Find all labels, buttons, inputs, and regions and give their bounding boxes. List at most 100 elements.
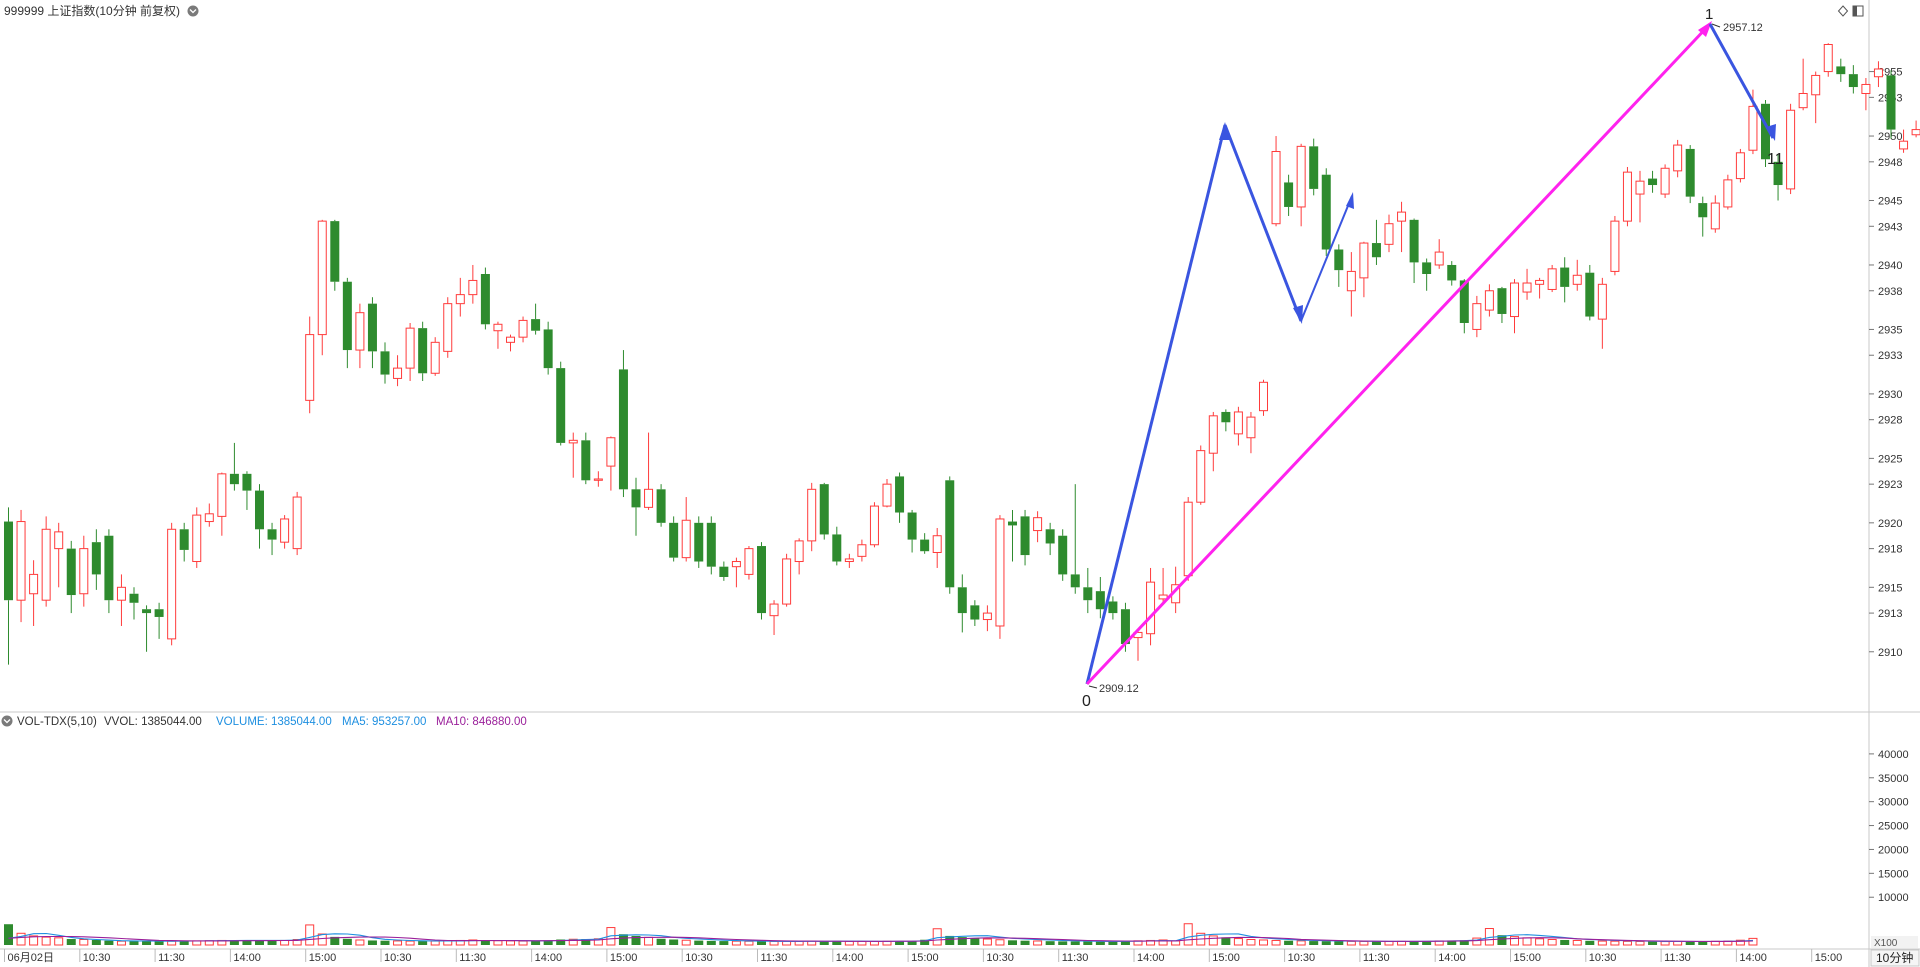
candle-body <box>305 334 315 401</box>
low-price-label: 2909.12 <box>1099 683 1139 695</box>
chevron-down-icon[interactable] <box>187 5 199 17</box>
wave-line-up[interactable] <box>1085 124 1227 685</box>
candle <box>1058 529 1068 581</box>
candle <box>1108 596 1118 620</box>
wave-drawings[interactable] <box>1085 21 1776 689</box>
volume-unit: X100 <box>1874 938 1898 949</box>
candle-body <box>204 513 214 523</box>
candle-body <box>1397 211 1407 222</box>
candle-body <box>1635 180 1645 195</box>
candle <box>1899 129 1909 153</box>
candle <box>644 432 654 510</box>
volume-bar <box>54 937 64 946</box>
candle-body <box>267 529 277 540</box>
candle-body <box>1786 109 1796 190</box>
window-icon[interactable] <box>1852 5 1864 17</box>
volume-bar <box>1083 941 1093 945</box>
candle-body <box>656 489 666 523</box>
candle-body <box>1422 262 1432 274</box>
wave-line-final[interactable] <box>1708 23 1775 139</box>
volume-bar <box>1572 939 1582 946</box>
candle-body <box>405 327 415 369</box>
candle <box>79 535 89 607</box>
candle <box>41 516 51 607</box>
candle <box>1146 567 1156 646</box>
candle-body <box>1522 282 1532 293</box>
candle-body <box>1146 581 1156 635</box>
candle-body <box>493 323 503 332</box>
volume-bar <box>1158 939 1168 946</box>
volume-bar <box>1459 940 1469 945</box>
time-tick-label: 10:30 <box>685 952 713 964</box>
volume-bar <box>317 933 327 946</box>
volume-bar <box>669 939 679 945</box>
candle <box>129 587 139 620</box>
volume-bar <box>104 940 114 945</box>
candle <box>1095 576 1105 619</box>
candle-body <box>1798 92 1808 109</box>
wave-line-trend[interactable] <box>1085 22 1712 686</box>
price-tick-label: 2923 <box>1878 479 1902 491</box>
wave-line-rebound[interactable] <box>1300 195 1353 322</box>
indicator-line: VOL-TDX(5,10) VVOL: 1385044.00 VOLUME: 1… <box>17 716 527 728</box>
period-box[interactable] <box>1870 949 1920 967</box>
candle <box>1070 484 1080 594</box>
period-label[interactable]: 10分钟 <box>1876 950 1913 965</box>
candle-body <box>1233 411 1243 435</box>
candle <box>506 334 515 352</box>
candle <box>543 321 553 375</box>
diamond-icon[interactable] <box>1837 5 1849 17</box>
candle-body <box>1497 288 1507 314</box>
volume-bar <box>1748 937 1758 946</box>
candle-body <box>4 521 13 601</box>
volume-bar <box>1045 941 1055 945</box>
volume-bar <box>229 940 239 945</box>
candle <box>1873 61 1883 88</box>
candle <box>957 574 967 633</box>
candle-body <box>29 573 39 595</box>
volume-bar <box>1735 939 1745 946</box>
price-tick-label: 2943 <box>1878 221 1902 233</box>
volume-bar <box>832 941 842 945</box>
wave-line-down[interactable] <box>1223 124 1303 322</box>
candle-body <box>1585 272 1595 317</box>
candle <box>393 355 403 387</box>
candle-body <box>393 367 403 379</box>
candle-body <box>1259 381 1268 412</box>
candle <box>1246 411 1256 454</box>
volume-bar <box>694 940 704 945</box>
volume-bar <box>1622 940 1632 946</box>
time-tick-label: 10:30 <box>986 952 1014 964</box>
candle <box>418 321 428 382</box>
candle <box>844 553 854 568</box>
candle <box>669 516 679 562</box>
candle-body <box>1710 202 1720 230</box>
time-tick-label: 14:00 <box>1137 952 1165 964</box>
candle <box>819 482 829 540</box>
candle-body <box>1434 251 1444 266</box>
candle-body <box>1873 68 1883 78</box>
volume-bar <box>1120 941 1130 945</box>
time-tick-label: 14:00 <box>836 952 864 964</box>
volume-bar <box>305 924 315 946</box>
candle <box>1911 120 1920 138</box>
volume-bar <box>367 940 377 945</box>
volume-bar <box>543 940 553 945</box>
price-tick-label: 2910 <box>1878 647 1902 659</box>
candle-body <box>1823 43 1833 73</box>
candle <box>1033 511 1043 543</box>
candle <box>342 277 352 369</box>
volume-tick-label: 40000 <box>1878 749 1909 761</box>
volume-bar <box>581 939 591 945</box>
candle <box>480 267 490 330</box>
volume-bar <box>757 941 766 945</box>
volume-bar <box>1522 937 1532 946</box>
volume-bar <box>706 940 716 945</box>
volume-bar <box>945 935 955 945</box>
candle <box>405 322 415 382</box>
candle-body <box>1685 148 1695 197</box>
indicator-collapse-icon[interactable] <box>1 715 13 727</box>
volume-bar <box>844 940 854 946</box>
volume-bar <box>142 941 152 945</box>
